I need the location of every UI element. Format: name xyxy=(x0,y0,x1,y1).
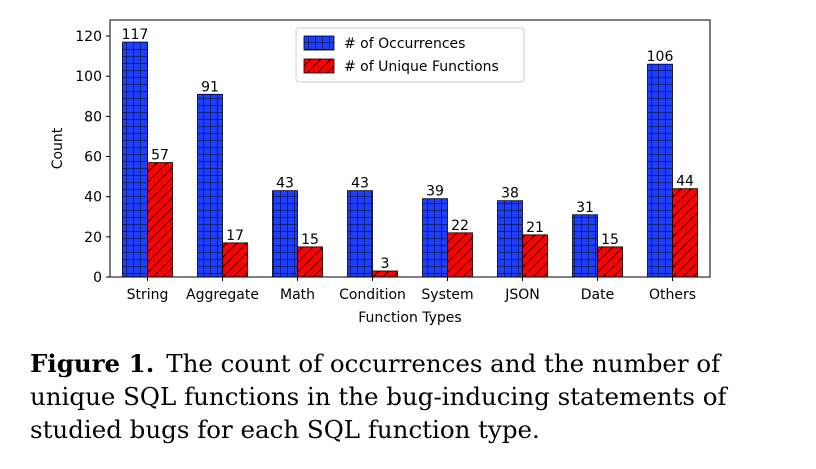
bar-occurrences xyxy=(197,93,223,278)
data-label: 15 xyxy=(601,232,619,248)
figure-label: Figure 1. xyxy=(30,349,155,378)
y-tick-label: 100 xyxy=(75,69,102,85)
x-tick-label: Date xyxy=(581,287,614,303)
x-tick-label: String xyxy=(127,287,169,303)
bar-occurrences xyxy=(122,41,148,278)
bar-occurrences xyxy=(272,190,298,278)
data-label: 44 xyxy=(676,174,694,190)
legend-box xyxy=(295,27,525,83)
caption-text: The count of occurrences and the number … xyxy=(30,349,727,444)
x-tick-label: Condition xyxy=(339,287,406,303)
plot-frame xyxy=(109,19,711,278)
legend-swatch xyxy=(303,35,335,51)
bar-occurrences xyxy=(497,200,523,278)
bar-unique-functions xyxy=(147,162,173,278)
y-tick-label: 80 xyxy=(84,109,102,125)
data-label: 3 xyxy=(381,256,390,272)
legend-label: # of Unique Functions xyxy=(344,59,499,75)
y-tick-label: 0 xyxy=(93,270,102,286)
data-label: 17 xyxy=(226,228,244,244)
bar-occurrences xyxy=(347,190,373,278)
figure-caption: Figure 1. The count of occurrences and th… xyxy=(30,347,790,446)
data-label: 38 xyxy=(501,186,519,202)
data-label: 22 xyxy=(451,218,469,234)
y-tick-label: 40 xyxy=(84,190,102,206)
data-label: 57 xyxy=(151,148,169,164)
data-label: 39 xyxy=(426,184,444,200)
bar-occurrences xyxy=(422,198,448,278)
data-label: 21 xyxy=(526,220,544,236)
x-tick-label: Others xyxy=(649,287,696,303)
bar-chart: 117 57 String 91 17 Aggregate 43 15 Math 43 3 Condi… xyxy=(50,19,711,326)
y-tick-label: 20 xyxy=(84,230,102,246)
bar-unique-functions xyxy=(597,246,623,278)
bar-unique-functions xyxy=(522,234,548,278)
x-tick-label: Aggregate xyxy=(186,287,259,303)
bar-unique-functions xyxy=(222,242,248,278)
x-tick-label: JSON xyxy=(504,287,540,303)
data-label: 15 xyxy=(301,232,319,248)
legend-label: # of Occurrences xyxy=(344,36,465,52)
data-label: 117 xyxy=(122,27,149,43)
data-label: 43 xyxy=(351,176,369,192)
bar-unique-functions xyxy=(672,188,698,278)
x-axis-title: Function Types xyxy=(358,310,461,326)
data-label: 31 xyxy=(576,200,594,216)
y-axis-title: Count xyxy=(50,127,66,169)
data-label: 91 xyxy=(201,79,219,95)
x-tick-label: System xyxy=(421,287,473,303)
bar-occurrences xyxy=(572,214,598,278)
bar-occurrences xyxy=(647,63,673,278)
bar-unique-functions xyxy=(447,232,473,278)
legend-swatch xyxy=(303,58,335,74)
data-label: 106 xyxy=(647,49,674,65)
y-tick-label: 120 xyxy=(75,29,102,45)
y-tick-label: 60 xyxy=(84,150,102,166)
data-label: 43 xyxy=(276,176,294,192)
bar-unique-functions xyxy=(297,246,323,278)
x-tick-label: Math xyxy=(280,287,315,303)
